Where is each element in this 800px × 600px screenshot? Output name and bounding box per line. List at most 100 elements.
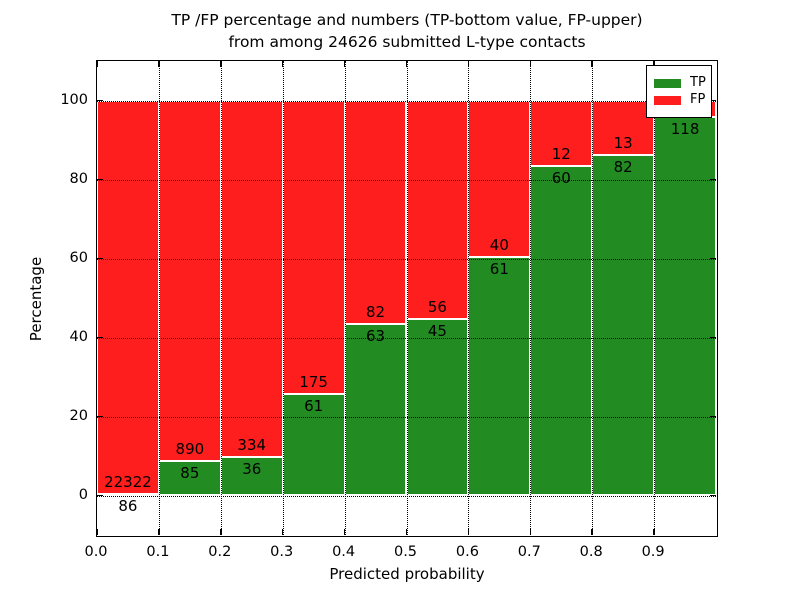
x-tick-label: 0.6: [455, 544, 479, 560]
y-tick-label: 80: [69, 170, 88, 187]
x-tick-bottom: [653, 529, 655, 535]
y-tick-right: [710, 415, 716, 418]
fp-count-label: 12: [551, 145, 571, 164]
fp-count-label: 40: [489, 235, 509, 254]
tick-marks-layer: [96, 61, 716, 535]
bar-segment-fp: [406, 100, 469, 320]
legend-swatch-tp-icon: [654, 78, 681, 88]
fp-count-label: 56: [427, 298, 447, 317]
tp-count-label: 36: [242, 460, 262, 479]
chart-title: TP /FP percentage and numbers (TP-bottom…: [96, 9, 718, 53]
x-tick-bottom: [405, 529, 408, 535]
y-tick-label: 60: [69, 249, 88, 266]
tp-count-label: 86: [118, 496, 138, 515]
y-tick-left: [97, 99, 103, 102]
gridline-vertical: [344, 61, 346, 535]
x-tick-bottom: [343, 529, 346, 535]
gridline-vertical: [530, 61, 532, 535]
x-axis-label: Predicted probability: [329, 565, 485, 583]
x-tick-top: [281, 61, 284, 67]
gridline-vertical: [654, 61, 656, 535]
bar-segment-fp: [97, 100, 159, 494]
tp-count-label: 63: [366, 327, 386, 346]
bar-segment-fp: [344, 100, 407, 325]
x-tick-label: 0.3: [270, 544, 294, 560]
x-tick-top: [591, 61, 593, 67]
bar-segment-tp: [282, 393, 345, 496]
fp-count-label: 82: [366, 303, 386, 322]
fp-count-label: 334: [237, 436, 267, 455]
legend-label-tp: TP: [690, 75, 706, 90]
tp-count-label: 60: [551, 169, 571, 188]
legend-entry-fp: FP: [654, 92, 706, 107]
x-tick-top: [405, 61, 408, 67]
x-tick-bottom: [467, 529, 470, 535]
bar-count-labels-layer: 22322 86 890 85 334 36 175 61 82 63 56 45 40 61 12 60 13…: [97, 61, 716, 535]
chart-title-line2: from among 24626 submitted L-type contac…: [228, 33, 586, 51]
x-tick-top: [220, 61, 222, 67]
tp-count-label: 118: [670, 119, 700, 138]
bar-segment-fp: [282, 100, 345, 394]
bar-segment-tp: [344, 324, 407, 496]
bar-segment-fp: [592, 100, 655, 155]
bar-segment-fp: [158, 100, 221, 462]
y-tick-label: 40: [69, 328, 88, 345]
x-tick-top: [529, 61, 532, 67]
x-tick-bottom: [529, 529, 532, 535]
x-tick-top: [467, 61, 470, 67]
x-tick-bottom: [591, 529, 593, 535]
y-tick-right: [710, 99, 716, 102]
x-tick-bottom: [96, 529, 98, 535]
bar-segment-fp: [468, 100, 531, 257]
y-tick-left: [97, 178, 103, 181]
y-tick-right: [710, 494, 716, 497]
x-tick-top: [96, 61, 98, 67]
x-tick-bottom: [281, 529, 284, 535]
x-tick-top: [158, 61, 160, 67]
legend-swatch-fp-icon: [654, 95, 681, 105]
bar-segment-tp: [592, 154, 655, 496]
legend: TP FP: [646, 65, 712, 118]
gridline-vertical: [468, 61, 470, 535]
x-tick-label: 0.7: [517, 544, 541, 560]
fp-count-label: 13: [613, 133, 633, 152]
gridlines-layer: [97, 61, 716, 535]
legend-label-fp: FP: [690, 92, 706, 107]
y-tick-right: [710, 336, 716, 339]
chart-title-line1: TP /FP percentage and numbers (TP-bottom…: [171, 11, 643, 29]
x-tick-label: 0.0: [84, 544, 108, 560]
x-tick-bottom: [220, 529, 222, 535]
x-tick-label: 0.9: [641, 544, 665, 560]
fp-count-label: 22322: [104, 472, 152, 491]
bar-segment-fp: [530, 100, 593, 167]
x-tick-label: 0.4: [332, 544, 356, 560]
y-tick-right: [710, 178, 716, 181]
y-tick-left: [97, 415, 103, 418]
x-tick-bottom: [158, 529, 160, 535]
x-tick-label: 0.2: [208, 544, 232, 560]
bars-layer: [97, 61, 716, 535]
gridline-vertical: [592, 61, 594, 535]
x-tick-label: 0.5: [393, 544, 418, 560]
gridline-vertical: [158, 61, 160, 535]
gridline-vertical: [406, 61, 408, 535]
legend-entry-tp: TP: [654, 75, 706, 90]
gridline-vertical: [220, 61, 222, 535]
x-tick-top: [653, 61, 655, 67]
bar-segment-tp: [530, 166, 593, 496]
y-tick-right: [710, 257, 716, 260]
y-tick-left: [97, 336, 103, 339]
y-tick-label: 0: [78, 486, 88, 503]
tp-count-label: 82: [613, 157, 633, 176]
x-tick-label: 0.1: [146, 544, 170, 560]
y-tick-left: [97, 494, 103, 497]
x-tick-label: 0.8: [579, 544, 603, 560]
x-tick-top: [343, 61, 346, 67]
gridline-vertical: [282, 61, 284, 535]
y-tick-label: 100: [60, 91, 88, 108]
fp-count-label: 890: [175, 440, 205, 459]
tp-count-label: 85: [180, 464, 200, 483]
fp-count-label: 175: [299, 372, 328, 391]
y-tick-label: 20: [69, 407, 88, 424]
